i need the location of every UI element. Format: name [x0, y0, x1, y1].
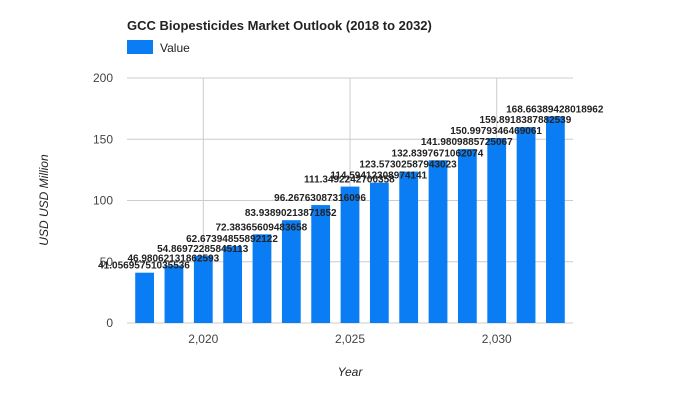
- bar: [516, 127, 536, 323]
- y-axis-ticks: 0 50 100 150 200: [93, 71, 113, 330]
- bar: [369, 182, 389, 323]
- bar-data-label: 46.98062131862593: [127, 253, 219, 264]
- y-tick-label: 50: [100, 255, 114, 269]
- bar-data-label: 150.9979346469061: [450, 126, 542, 137]
- bar-data-label: 83.93890213871852: [245, 208, 337, 219]
- bar-data-label: 54.86972285845113: [157, 244, 249, 255]
- bar-data-label: 123.57302587943023: [359, 160, 457, 171]
- y-axis-title: USD USD Million: [37, 154, 51, 246]
- legend-label: Value: [160, 41, 190, 55]
- legend: Value: [127, 40, 190, 55]
- x-axis-title: Year: [338, 365, 364, 379]
- data-labels: 41.0569575103553646.9806213186259354.869…: [98, 104, 604, 271]
- bar-data-label: 111.3492242700358: [304, 175, 395, 186]
- bar: [399, 171, 419, 323]
- bar: [311, 205, 331, 323]
- x-tick-label: 2,020: [188, 332, 218, 346]
- bar: [135, 272, 154, 323]
- bar: [487, 138, 507, 323]
- bar-data-label: 132.8397671062074: [392, 148, 484, 159]
- legend-swatch: [127, 40, 153, 54]
- bar-data-label: 159.8918387882539: [480, 115, 572, 126]
- bar-data-label: 62.67394855892122: [186, 234, 278, 245]
- y-tick-label: 0: [106, 316, 113, 330]
- bar-data-label: 96.26763087316096: [274, 193, 366, 204]
- x-tick-label: 2,025: [335, 332, 365, 346]
- x-tick-label: 2,030: [482, 332, 512, 346]
- y-tick-label: 100: [93, 194, 113, 208]
- bar: [252, 234, 272, 323]
- bars: [135, 116, 565, 324]
- bar: [193, 255, 213, 323]
- bar: [428, 160, 448, 323]
- bar-data-label: 141.9809885725067: [421, 137, 513, 148]
- bar: [546, 116, 565, 324]
- bar: [223, 246, 243, 323]
- bar-data-label: 114.59412308974141: [330, 171, 427, 182]
- x-axis-ticks: 2,020 2,025 2,030: [188, 332, 512, 346]
- y-tick-label: 200: [93, 71, 113, 85]
- bar: [164, 265, 184, 323]
- bar: [281, 220, 301, 323]
- y-tick-label: 150: [93, 132, 113, 146]
- bar: [340, 186, 360, 323]
- bar-data-label: 41.05695751035536: [98, 261, 190, 272]
- bar-data-label: 72.38365609483658: [215, 222, 307, 233]
- bar: [457, 149, 477, 323]
- chart-title: GCC Biopesticides Market Outlook (2018 t…: [127, 18, 432, 33]
- bar-data-label: 168.66389428018962: [506, 104, 604, 115]
